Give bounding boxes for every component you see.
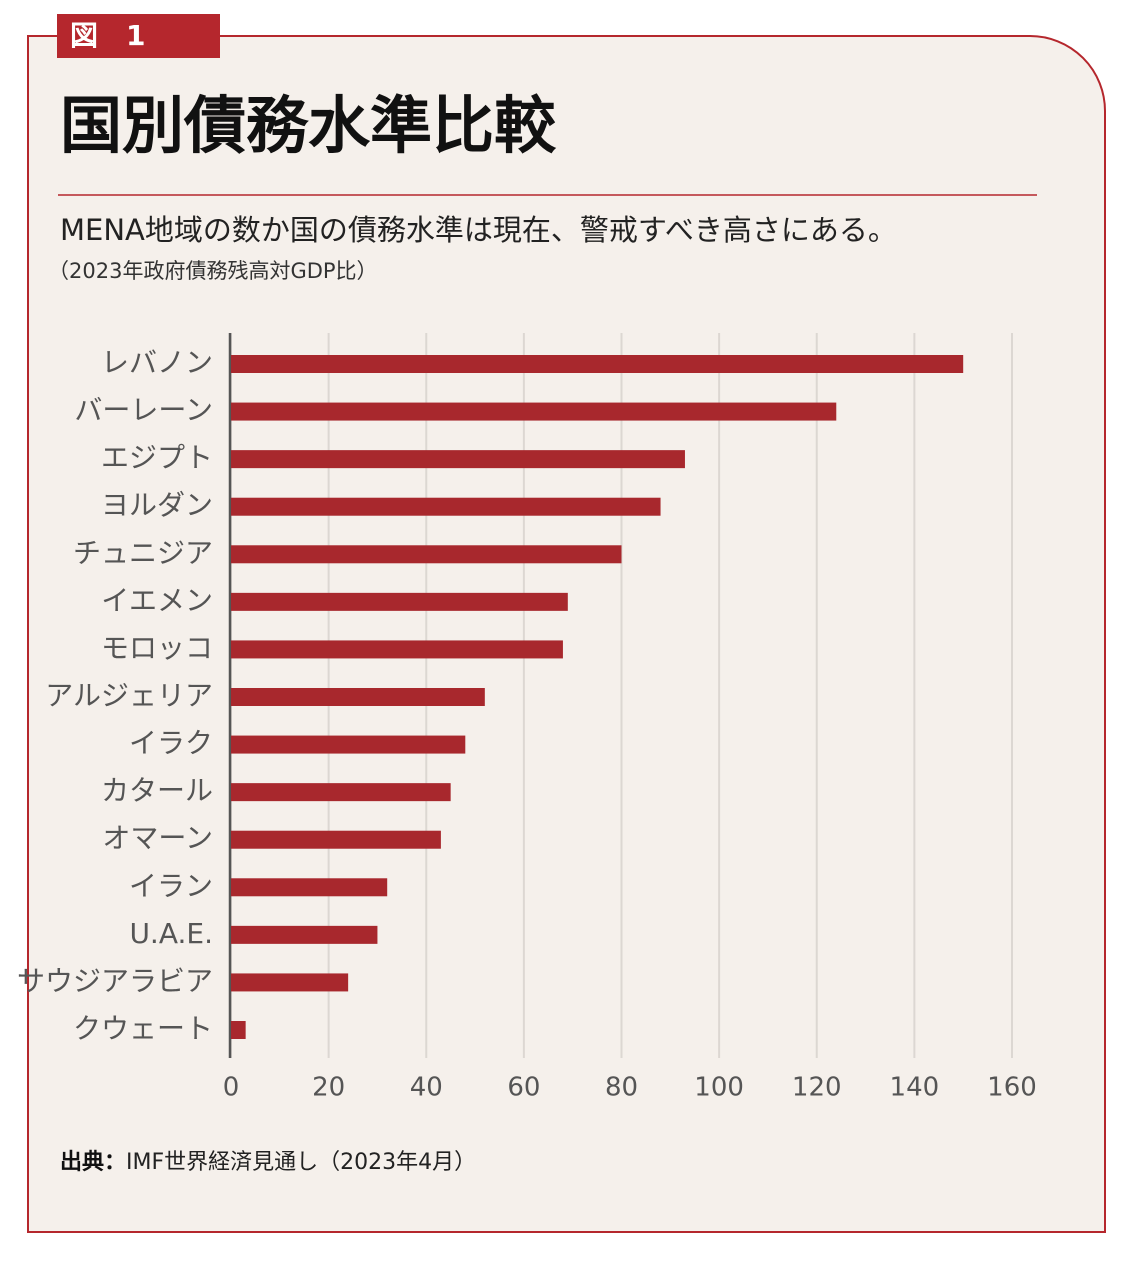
bar	[231, 783, 451, 802]
bar	[231, 688, 485, 706]
x-tick-label: 160	[987, 1073, 1037, 1103]
x-tick-label: 120	[792, 1073, 842, 1103]
x-tick-label: 20	[312, 1073, 345, 1103]
bar	[231, 830, 441, 849]
y-tick-label: アルジェリア	[45, 679, 213, 712]
y-tick-label: バーレーン	[74, 394, 213, 427]
bar	[231, 497, 661, 516]
subtitle: MENA地域の数か国の債務水準は現在、警戒すべき高さにある。	[60, 213, 897, 247]
badge: 図 1	[70, 19, 145, 52]
y-tick-label: レバノン	[101, 346, 213, 379]
bar	[231, 735, 466, 754]
y-tick-label: イエメン	[101, 584, 213, 617]
y-tick-label: カタール	[101, 774, 213, 807]
chart-title: 国別債務水準比較	[60, 89, 557, 162]
x-tick-label: 100	[694, 1073, 744, 1103]
bar	[231, 973, 349, 992]
x-tick-label: 60	[507, 1073, 540, 1103]
note: （2023年政府債務残高対GDP比）	[48, 259, 378, 283]
bar	[231, 925, 378, 944]
x-tick-label: 0	[223, 1073, 240, 1103]
bar	[231, 355, 964, 373]
y-tick-label: モロッコ	[101, 631, 213, 664]
bar	[231, 592, 568, 611]
x-tick-label: 40	[410, 1073, 443, 1103]
y-tick-label: エジプト	[101, 441, 213, 474]
bar	[231, 402, 837, 421]
y-tick-label: U.A.E.	[129, 917, 213, 950]
y-tick-label: クウェート	[73, 1012, 213, 1045]
source: IMF世界経済見通し（2023年4月）	[126, 1150, 476, 1175]
y-tick-label: オマーン	[102, 822, 213, 855]
bar	[231, 640, 563, 659]
y-tick-label: イラン	[129, 869, 213, 902]
y-tick-label: ヨルダン	[101, 489, 213, 522]
y-tick-label: イラク	[129, 727, 213, 760]
y-tick-label: サウジアラビア	[17, 964, 213, 997]
x-tick-label: 140	[890, 1073, 940, 1103]
badge-box	[57, 14, 220, 58]
source-label: 出典：	[60, 1150, 126, 1175]
y-tick-label: チュニジア	[73, 536, 213, 569]
bar	[231, 1021, 246, 1039]
bar	[231, 450, 685, 469]
bar	[231, 545, 622, 564]
x-tick-label: 80	[605, 1073, 638, 1103]
bar	[231, 878, 388, 897]
